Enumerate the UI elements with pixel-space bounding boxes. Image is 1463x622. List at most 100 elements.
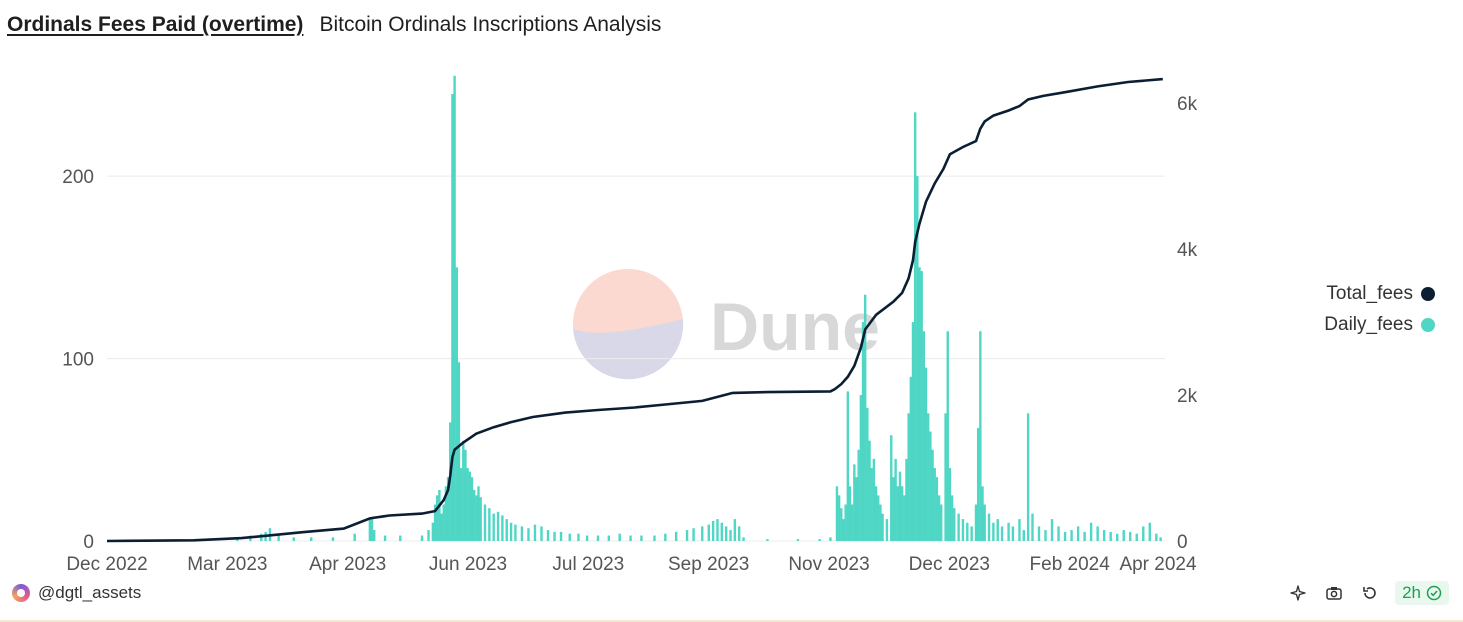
daily-fee-bar[interactable] <box>399 535 402 541</box>
daily-fee-bar[interactable] <box>970 526 973 541</box>
chart-title-link[interactable]: Ordinals Fees Paid (overtime) <box>7 13 304 36</box>
daily-fee-bar[interactable] <box>992 522 995 541</box>
daily-fee-bar[interactable] <box>929 431 932 541</box>
daily-fee-bar[interactable] <box>331 537 335 541</box>
daily-fee-bar[interactable] <box>924 367 928 541</box>
daily-fee-bar[interactable] <box>933 468 936 541</box>
daily-fee-bar[interactable] <box>1083 531 1086 541</box>
daily-fee-bar[interactable] <box>957 513 960 541</box>
daily-fee-bar[interactable] <box>577 533 580 541</box>
daily-fee-bar[interactable] <box>653 535 656 541</box>
daily-fee-bar[interactable] <box>505 519 508 541</box>
daily-fee-bar[interactable] <box>1129 531 1132 541</box>
daily-fee-bar[interactable] <box>310 537 313 541</box>
daily-fee-bar[interactable] <box>496 511 500 541</box>
daily-fee-bar[interactable] <box>922 331 926 541</box>
daily-fee-bar[interactable] <box>1063 531 1067 541</box>
daily-fee-bar[interactable] <box>236 539 239 541</box>
daily-fee-bar[interactable] <box>987 513 991 541</box>
daily-fee-bar[interactable] <box>1089 522 1093 541</box>
legend-item-total-fees[interactable]: Total_fees <box>1326 283 1435 305</box>
daily-fee-bar[interactable] <box>835 486 839 541</box>
daily-fee-bar[interactable] <box>711 520 715 541</box>
daily-fee-bar[interactable] <box>533 524 537 541</box>
daily-fee-bar[interactable] <box>509 522 513 541</box>
daily-fee-bar[interactable] <box>475 495 478 541</box>
daily-fee-bar[interactable] <box>431 522 435 541</box>
daily-fee-bar[interactable] <box>1018 519 1021 541</box>
refresh-age-badge[interactable]: 2h <box>1395 581 1449 605</box>
author-info[interactable]: @dgtl_assets <box>12 583 141 603</box>
daily-fee-bar[interactable] <box>472 489 476 541</box>
daily-fee-bar[interactable] <box>737 526 741 541</box>
daily-fee-bar[interactable] <box>996 519 999 541</box>
daily-fee-bar[interactable] <box>907 413 910 541</box>
daily-fee-bar[interactable] <box>701 526 704 541</box>
daily-fee-bar[interactable] <box>911 322 915 541</box>
refresh-button[interactable] <box>1359 582 1381 604</box>
daily-fee-bar[interactable] <box>879 504 882 541</box>
daily-fee-bar[interactable] <box>433 504 437 541</box>
daily-fee-bar[interactable] <box>853 464 856 541</box>
daily-fee-bar[interactable] <box>1159 537 1162 541</box>
daily-fee-bar[interactable] <box>1050 519 1054 541</box>
daily-fee-bar[interactable] <box>920 271 923 541</box>
daily-fee-bar[interactable] <box>1044 530 1047 541</box>
daily-fee-bar[interactable] <box>707 524 710 541</box>
daily-fee-bar[interactable] <box>903 495 906 541</box>
daily-fee-bar[interactable] <box>848 486 852 541</box>
daily-fee-bar[interactable] <box>1022 530 1025 541</box>
daily-fee-bar[interactable] <box>664 533 667 541</box>
daily-fee-bar[interactable] <box>440 513 443 541</box>
daily-fee-bar[interactable] <box>868 440 871 541</box>
daily-fee-bar[interactable] <box>829 537 832 541</box>
daily-fee-bar[interactable] <box>837 495 841 541</box>
daily-fee-bar[interactable] <box>974 504 978 541</box>
daily-fee-bar[interactable] <box>479 497 482 541</box>
screenshot-button[interactable] <box>1323 582 1345 604</box>
daily-fee-bar[interactable] <box>961 519 965 541</box>
daily-fee-bar[interactable] <box>857 449 860 541</box>
daily-fee-bar[interactable] <box>840 508 843 541</box>
daily-fee-bar[interactable] <box>446 477 450 541</box>
daily-fee-bar[interactable] <box>462 440 465 541</box>
daily-fee-bar[interactable] <box>553 531 556 541</box>
daily-fee-bar[interactable] <box>453 75 456 541</box>
daily-fee-bar[interactable] <box>468 471 472 541</box>
daily-fee-bar[interactable] <box>383 535 387 541</box>
daily-fee-bar[interactable] <box>842 519 845 541</box>
daily-fee-bar[interactable] <box>457 362 461 541</box>
daily-fee-bar[interactable] <box>585 535 589 541</box>
daily-fee-bar[interactable] <box>979 331 982 541</box>
daily-fee-bar[interactable] <box>514 524 517 541</box>
daily-fee-bar[interactable] <box>546 530 550 541</box>
daily-fee-bar[interactable] <box>685 530 689 541</box>
daily-fee-bar[interactable] <box>870 468 873 541</box>
daily-fee-bar[interactable] <box>874 486 878 541</box>
daily-fee-bar[interactable] <box>940 504 943 541</box>
daily-fee-bar[interactable] <box>716 519 719 541</box>
daily-fee-bar[interactable] <box>373 530 376 541</box>
daily-fee-bar[interactable] <box>438 489 441 541</box>
daily-fee-bar[interactable] <box>844 504 847 541</box>
daily-fee-bar[interactable] <box>885 519 889 541</box>
daily-fee-bar[interactable] <box>909 376 913 541</box>
daily-fee-bar[interactable] <box>766 539 769 541</box>
daily-fee-bar[interactable] <box>926 413 930 541</box>
daily-fee-bar[interactable] <box>916 176 919 541</box>
daily-fee-bar[interactable] <box>894 458 897 541</box>
daily-fee-bar[interactable] <box>818 539 821 541</box>
daily-fee-bar[interactable] <box>881 513 884 541</box>
daily-fee-bar[interactable] <box>913 112 917 541</box>
daily-fee-bar[interactable] <box>981 486 984 541</box>
daily-fee-bar[interactable] <box>520 526 524 541</box>
daily-fee-bar[interactable] <box>948 468 952 541</box>
daily-fee-bar[interactable] <box>420 535 424 541</box>
daily-fee-bar[interactable] <box>866 407 869 541</box>
daily-fee-bar[interactable] <box>846 391 850 541</box>
daily-fee-bar[interactable] <box>742 537 745 541</box>
daily-fee-bar[interactable] <box>1037 526 1041 541</box>
daily-fee-bar[interactable] <box>427 530 430 541</box>
daily-fee-bar[interactable] <box>850 504 854 541</box>
daily-fee-bar[interactable] <box>877 495 880 541</box>
